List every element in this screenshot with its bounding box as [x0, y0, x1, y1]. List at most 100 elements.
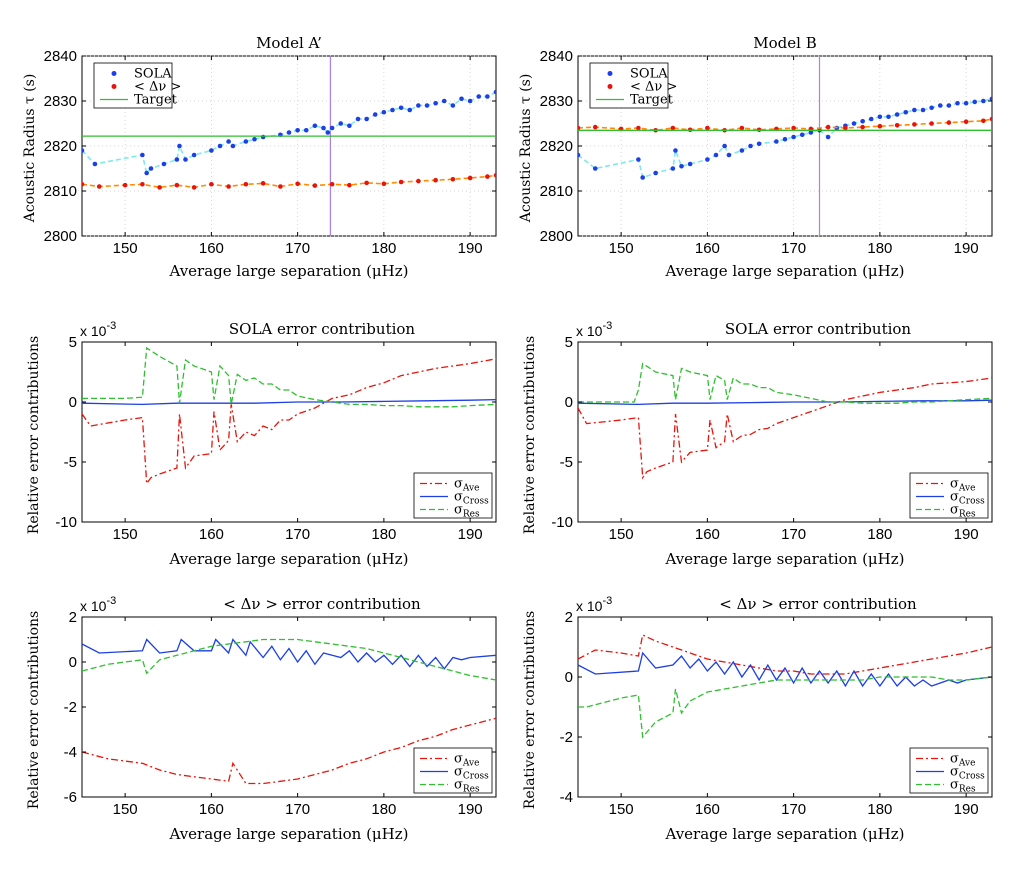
data-point — [860, 118, 865, 124]
legend-label-sub: Ave — [958, 759, 976, 769]
x-tick-label: 190 — [458, 526, 483, 543]
data-point — [485, 94, 490, 99]
legend-item: SOLA — [607, 67, 668, 82]
x-tick-label: 170 — [285, 801, 310, 818]
data-point — [347, 182, 352, 188]
data-point — [286, 130, 292, 135]
x-tick-label: 150 — [113, 526, 138, 543]
legend-label-sub: Res — [463, 510, 480, 520]
x-tick-label: 160 — [199, 801, 224, 818]
legend-label-sub: Cross — [463, 497, 489, 507]
y-tick-label: -2 — [560, 729, 573, 746]
legend-label: SOLA — [134, 67, 172, 82]
data-point — [174, 157, 180, 162]
plot-body — [578, 362, 992, 480]
data-point — [372, 112, 378, 117]
data-point — [912, 122, 917, 127]
data-point — [493, 89, 496, 95]
legend-label: Target — [134, 93, 178, 108]
data-point — [894, 112, 900, 117]
data-point — [886, 114, 891, 120]
x-tick-label: 180 — [371, 240, 396, 257]
data-point — [321, 125, 326, 131]
legend-marker — [607, 71, 613, 76]
data-point — [217, 143, 223, 149]
y-multiplier: x 10-3 — [576, 595, 612, 614]
y-axis-label: Relative error contributions — [522, 611, 538, 809]
legend-label: < Δν > — [630, 80, 677, 95]
data-point — [243, 139, 249, 144]
data-point — [485, 174, 490, 179]
data-point — [946, 103, 952, 108]
data-point — [416, 103, 421, 108]
legend-item: Target — [100, 93, 178, 108]
x-axis-label: Average large separation (μHz) — [168, 825, 408, 843]
legend-item: SOLA — [111, 67, 172, 82]
x-tick-label: 190 — [954, 240, 979, 257]
data-point — [636, 157, 641, 162]
panel-sola-error-right: SOLA error contribution x 10-3 150 160 170… — [522, 320, 993, 568]
legend-label-sub: Cross — [463, 772, 489, 782]
data-point — [226, 184, 231, 189]
y-tick-label: 5 — [565, 334, 573, 351]
x-tick-label: 160 — [695, 240, 720, 257]
y-tick-label: -5 — [64, 454, 77, 471]
series-line-2 — [82, 638, 496, 681]
legend-label-sub: Res — [959, 510, 976, 520]
legend-label-sub: Ave — [958, 484, 976, 494]
data-point — [981, 98, 986, 104]
y-tick-label: 2 — [69, 609, 77, 626]
data-point — [687, 161, 693, 167]
data-point — [722, 143, 727, 149]
legend-label: < Δν > — [134, 80, 181, 95]
data-point — [705, 125, 710, 131]
series-line-0 — [82, 358, 496, 486]
data-point — [578, 152, 581, 158]
x-tick-label: 170 — [285, 526, 310, 543]
data-point — [157, 185, 162, 190]
y-tick-label: -4 — [64, 744, 77, 761]
legend-label-sub: Ave — [462, 759, 480, 769]
x-tick-label: 150 — [113, 240, 138, 257]
y-axis-label: Relative error contributions — [26, 611, 42, 809]
data-point — [82, 181, 85, 187]
data-point — [278, 184, 283, 189]
x-tick-label: 190 — [954, 526, 979, 543]
y-tick-label: 2840 — [44, 48, 77, 65]
x-axis-label: Average large separation (μHz) — [664, 825, 904, 843]
data-point — [243, 181, 249, 187]
data-point — [122, 182, 128, 188]
data-point — [493, 172, 496, 178]
x-axis-label: Average large separation (μHz) — [168, 262, 408, 280]
data-point — [937, 103, 943, 108]
y-tick-label: 2830 — [44, 93, 77, 110]
series-line-1 — [578, 399, 992, 406]
data-point — [252, 136, 257, 142]
data-point — [433, 177, 438, 183]
data-point — [303, 127, 309, 133]
panel-dnu-error-left: < Δν > error contribution x 10-3 150 160 1… — [26, 595, 497, 843]
legend-marker — [607, 84, 613, 89]
data-point — [955, 100, 960, 106]
legend-item: < Δν > — [111, 80, 181, 95]
data-point — [705, 157, 710, 162]
data-point — [209, 181, 214, 187]
plot-body — [82, 638, 496, 785]
y-tick-label: 2840 — [540, 48, 573, 65]
data-point — [756, 141, 762, 147]
legend-label: Target — [630, 93, 674, 108]
data-point — [459, 96, 464, 102]
data-point — [260, 134, 266, 140]
panel-title: SOLA error contribution — [725, 320, 912, 338]
x-axis-label: Average large separation (μHz) — [664, 262, 904, 280]
data-point — [673, 148, 678, 153]
legend-item: < Δν > — [607, 80, 677, 95]
data-point — [774, 139, 779, 144]
data-point — [877, 123, 883, 129]
data-point — [381, 181, 387, 187]
x-tick-label: 170 — [781, 801, 806, 818]
x-tick-label: 190 — [458, 240, 483, 257]
x-tick-label: 180 — [371, 526, 396, 543]
data-point — [726, 152, 732, 158]
